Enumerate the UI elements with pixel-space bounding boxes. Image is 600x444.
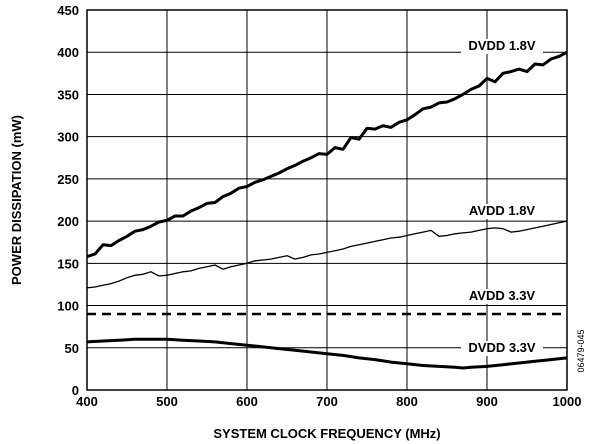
tick-labels: 0 50 100 150 200 250 300 350 400 450 400 500 600 700 8… [57,3,581,409]
y-axis-title: POWER DISSIPATION (mW) [9,115,24,285]
x-tick-label: 400 [76,394,98,409]
x-tick-label: 500 [156,394,178,409]
y-tick-label: 400 [57,45,79,60]
series-line-avdd-1v8 [86,220,568,289]
x-tick-label: 900 [476,394,498,409]
label-background [461,39,543,54]
series-line-dvdd-1v8 [86,50,568,259]
x-tick-label: 800 [396,394,418,409]
series-label-text: DVDD 3.3V [468,340,536,355]
y-tick-label: 350 [57,87,79,102]
y-tick-label: 50 [65,341,79,356]
series-label-text: DVDD 1.8V [468,38,536,53]
x-tick-label: 700 [316,394,338,409]
series-label-dvdd-3v3: DVDD 3.3V [461,340,543,356]
y-tick-label: 0 [72,383,79,398]
series-line-dvdd-3v3 [86,337,568,370]
plot-series [86,50,568,370]
series-label-text: AVDD 1.8V [469,203,536,218]
label-background [461,341,543,356]
label-background [461,204,543,219]
x-tick-label: 600 [236,394,258,409]
series-label-text: AVDD 3.3V [469,288,536,303]
grid [86,9,568,391]
figure-reference-code: 06479-045 [576,329,586,372]
series-label-avdd-1v8: AVDD 1.8V [461,203,543,219]
series-labels: DVDD 1.8V AVDD 1.8V AVDD 3.3V DVDD 3.3V [461,38,543,356]
y-tick-label: 300 [57,130,79,145]
y-tick-label: 100 [57,299,79,314]
series-label-dvdd-1v8: DVDD 1.8V [461,38,543,54]
y-tick-label: 250 [57,172,79,187]
y-tick-label: 450 [57,3,79,18]
label-background [461,289,543,304]
plot-frame [86,9,568,391]
y-tick-label: 150 [57,256,79,271]
y-tick-label: 200 [57,214,79,229]
x-axis-title: SYSTEM CLOCK FREQUENCY (MHz) [213,426,440,441]
series-label-avdd-3v3: AVDD 3.3V [461,288,543,304]
x-tick-label: 1000 [553,394,582,409]
